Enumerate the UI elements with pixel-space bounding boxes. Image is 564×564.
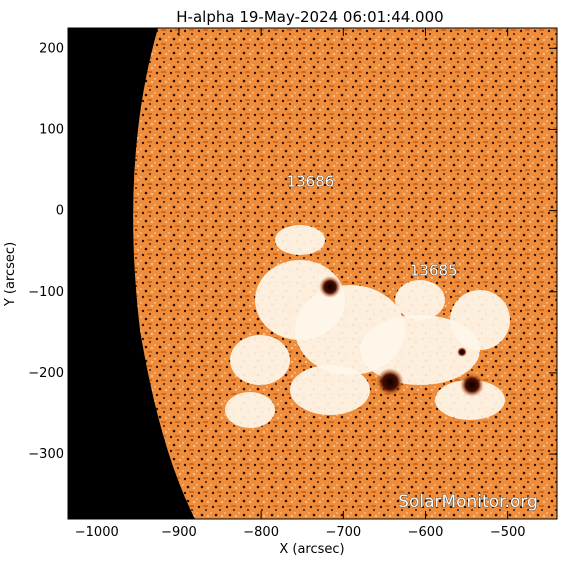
x-axis-ticks: −1000 −900 −800 −700 −600 −500 [75,28,526,540]
y-tick-label: −300 [28,447,64,462]
sunspot [319,276,341,298]
y-axis-label: Y (arcsec) [3,242,18,307]
plot-frame [67,27,558,520]
x-tick-label: −800 [243,525,279,540]
x-tick-label: −1000 [75,525,119,540]
solar-disk-image [68,28,557,519]
x-tick-label: −500 [490,525,526,540]
plage-blob [225,392,275,428]
x-axis-label: X (arcsec) [279,542,344,557]
x-tick-label: −700 [325,525,361,540]
x-tick-label: −600 [408,525,444,540]
region-label: 13685 [410,262,458,280]
plage-blob [230,335,290,385]
y-tick-label: −200 [28,366,64,381]
plage-blob [360,315,480,385]
plage-blob [275,225,325,255]
solar-disk [133,28,557,519]
plage-blob [290,365,370,415]
y-tick-label: 200 [39,41,64,56]
sunspots [319,276,484,397]
watermark: SolarMonitor.org [398,492,538,512]
y-tick-label: 100 [39,122,64,137]
plage-blob [395,280,445,320]
plage-blob [435,380,505,420]
region-labels: 13686 13685 [286,172,458,280]
plage-regions [225,225,510,428]
y-tick-label: −100 [28,285,64,300]
sunspot [460,373,484,397]
chart-title: H-alpha 19-May-2024 06:01:44.000 [176,8,443,26]
sunspot [457,347,467,357]
y-axis-ticks: 200 100 0 −100 −200 −300 [28,41,557,462]
x-tick-label: −900 [161,525,197,540]
sunspot [376,368,404,396]
region-label: 13686 [287,172,335,190]
y-tick-label: 0 [56,204,64,219]
plage-blob [450,290,510,350]
